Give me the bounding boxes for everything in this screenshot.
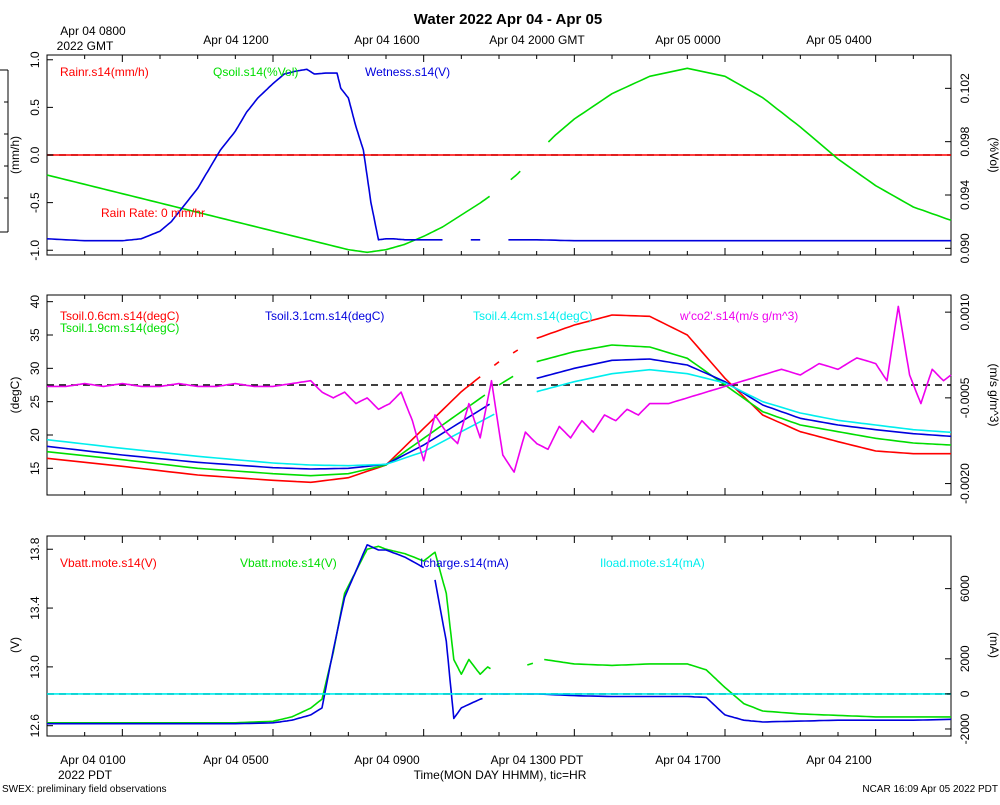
bottom-year-label: 2022 PDT <box>58 768 113 782</box>
right-tick-label: 0 <box>958 690 972 697</box>
footer-left: SWEX: preliminary field observations <box>2 784 167 795</box>
series-line-2-2 <box>47 544 952 725</box>
left-tick-label: 0.5 <box>28 99 42 116</box>
series-line-1-3 <box>46 368 952 467</box>
panel-water-right-label: (%Vol) <box>987 137 1000 172</box>
panel-mote-power: 13.8 13.4 13.0 12.6 6000 2000 0 -2000 Vbatt.mot… <box>8 535 1000 744</box>
series-line-1-2 <box>46 358 952 470</box>
right-tick-label: 0.0010 <box>958 293 972 330</box>
legend-wco2: w'co2'.s14(m/s g/m^3) <box>679 309 798 323</box>
panel-soil-temp-series <box>46 305 952 484</box>
chart-title: Water 2022 Apr 04 - Apr 05 <box>414 11 602 28</box>
legend-qsoil: Qsoil.s14(%Vol) <box>213 65 298 79</box>
right-tick-label: 2000 <box>958 645 972 672</box>
left-tick-label: -0.5 <box>28 192 42 213</box>
panel-water-left-label: (mm/h) <box>8 136 22 174</box>
series-line-0-1 <box>46 67 952 254</box>
panel-soil-temp-axes: 40 35 30 25 20 15 0.0010 -0.0005 -0.0020 <box>28 293 972 503</box>
right-tick-label: -0.0020 <box>958 463 972 504</box>
footer-right: NCAR 16:09 Apr 05 2022 PDT <box>862 784 998 795</box>
bottom-time-label-3: Apr 04 1300 PDT <box>491 753 584 767</box>
series-line-2-1 <box>47 545 951 724</box>
panel-mote-power-left-label: (V) <box>8 637 22 653</box>
left-tick-label: 40 <box>28 295 42 309</box>
legend-tsoil-4-4: Tsoil.4.4cm.s14(degC) <box>473 309 592 323</box>
top-time-label-1: Apr 04 1200 <box>203 33 269 47</box>
legend-tsoil-3-1: Tsoil.3.1cm.s14(degC) <box>265 309 384 323</box>
panel-mote-power-axes: 13.8 13.4 13.0 12.6 6000 2000 0 -2000 <box>28 536 972 744</box>
right-tick-label: 0.102 <box>958 73 972 103</box>
series-line-1-0 <box>46 314 951 484</box>
bottom-time-label-5: Apr 04 2100 <box>806 753 872 767</box>
x-axis-title: Time(MON DAY HHMM), tic=HR <box>414 768 587 782</box>
top-time-label-0: Apr 04 0800 <box>60 24 126 38</box>
top-time-label-5: Apr 05 0400 <box>806 33 872 47</box>
left-tick-label: 13.0 <box>28 655 42 679</box>
legend-tsoil-0-6: Tsoil.0.6cm.s14(degC) <box>60 309 179 323</box>
panel-mote-power-series <box>47 544 952 725</box>
legend-vbatt-red: Vbatt.mote.s14(V) <box>60 556 157 570</box>
panel-water-series <box>46 67 952 254</box>
panel-soil-temp-right-label: (m/s g/m^3) <box>987 364 1000 427</box>
series-line-0-2 <box>46 68 951 242</box>
left-tick-label: 15 <box>28 461 42 475</box>
top-time-label-2: Apr 04 1600 <box>354 33 420 47</box>
right-tick-label: 0.098 <box>958 126 972 156</box>
right-tick-label: 6000 <box>958 575 972 602</box>
left-tick-label: 30 <box>28 361 42 375</box>
right-tick-label: -2000 <box>958 713 972 744</box>
panel-soil-temp: 40 35 30 25 20 15 0.0010 -0.0005 -0.0020 Tsoil.0… <box>8 293 1000 503</box>
left-tick-label: 13.8 <box>28 537 42 561</box>
bottom-time-label-1: Apr 04 0500 <box>203 753 269 767</box>
left-tick-label: -1.0 <box>28 240 42 261</box>
legend-icharge: Icharge.s14(mA) <box>420 556 509 570</box>
legend-iload: Iload.mote.s14(mA) <box>600 556 705 570</box>
panel-soil-temp-left-label: (degC) <box>8 377 22 414</box>
panel-mote-power-right-label: (mA) <box>987 632 1000 658</box>
left-tick-label: 25 <box>28 395 42 409</box>
top-time-label-4: Apr 05 0000 <box>655 33 721 47</box>
right-tick-label: 0.094 <box>958 180 972 210</box>
bottom-time-label-4: Apr 04 1700 <box>655 753 721 767</box>
legend-vbatt-green: Vbatt.mote.s14(V) <box>240 556 337 570</box>
left-tick-label: 1.0 <box>28 51 42 68</box>
top-year-label: 2022 GMT <box>57 39 114 53</box>
panel-water-axes: 1.0 0.5 0.0 -0.5 -1.0 0.090 0.094 0.098 0.102 <box>28 51 972 263</box>
series-line-1-4 <box>47 305 952 473</box>
rain-rate-annotation: Rain Rate: 0 mm/hr <box>101 206 205 220</box>
right-tick-label: 0.090 <box>958 233 972 263</box>
legend-rainr: Rainr.s14(mm/h) <box>60 65 149 79</box>
bottom-time-label-0: Apr 04 0100 <box>60 753 126 767</box>
top-time-label-3: Apr 04 2000 GMT <box>489 33 585 47</box>
bottom-time-label-2: Apr 04 0900 <box>354 753 420 767</box>
left-tick-label: 12.6 <box>28 714 42 738</box>
left-tick-label: 20 <box>28 428 42 442</box>
left-tick-label: 35 <box>28 328 42 342</box>
left-tick-label: 0.0 <box>28 146 42 163</box>
edge-legend-fragment <box>0 69 9 233</box>
left-tick-label: 13.4 <box>28 596 42 620</box>
panel-water: 1.0 0.5 0.0 -0.5 -1.0 0.090 0.094 0.098 0.102 Ra… <box>8 51 1000 263</box>
legend-tsoil-1-9: Tsoil.1.9cm.s14(degC) <box>60 321 179 335</box>
legend-wetness: Wetness.s14(V) <box>365 65 450 79</box>
right-tick-label: -0.0005 <box>958 377 972 418</box>
